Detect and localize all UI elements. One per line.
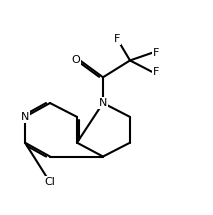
Text: N: N: [21, 112, 29, 122]
Text: F: F: [114, 34, 120, 44]
Text: F: F: [153, 67, 159, 77]
Text: F: F: [153, 48, 159, 58]
Text: O: O: [71, 55, 80, 65]
Text: Cl: Cl: [45, 177, 55, 187]
Text: N: N: [99, 98, 107, 108]
